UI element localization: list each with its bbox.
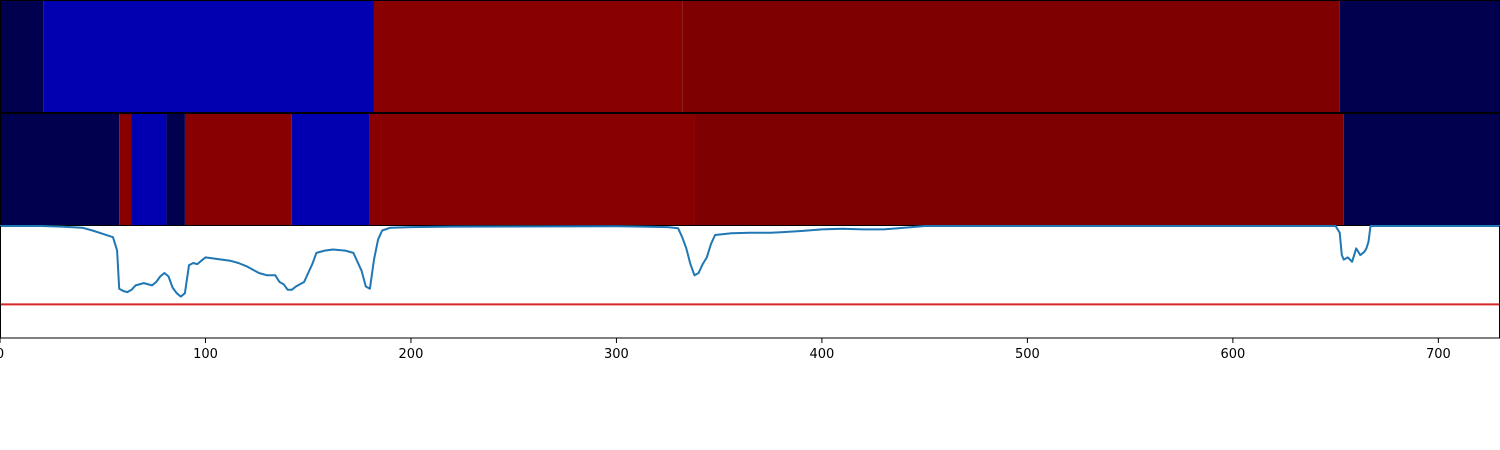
x-tick-label-500: 500 — [1015, 347, 1040, 362]
segment-row-2-segment-1 — [0, 114, 120, 225]
segment-row-1-segment-5 — [1339, 1, 1500, 112]
segment-row-2-segment-8 — [694, 114, 1344, 225]
segment-row-2-segment-4 — [166, 114, 185, 225]
segment-row-1-segment-1 — [0, 1, 44, 112]
x-tick-label-0: 0 — [0, 347, 4, 362]
line-panel — [0, 225, 1500, 338]
x-tick-label-200: 200 — [399, 347, 424, 362]
x-axis: 0 100 200 300 400 500 600 700 — [0, 337, 1500, 362]
x-tick-label-600: 600 — [1220, 347, 1245, 362]
x-tick-label-400: 400 — [810, 347, 835, 362]
segment-row-2-segment-9 — [1343, 114, 1500, 225]
series-line — [0, 225, 1500, 298]
segment-row-1-segment-4 — [682, 1, 1340, 112]
segment-row-2-segment-7 — [369, 114, 695, 225]
segment-row-2-segment-5 — [184, 114, 292, 225]
segment-row-2-segment-3 — [131, 114, 167, 225]
segment-row-1-segment-3 — [373, 1, 683, 112]
x-tick-label-700: 700 — [1426, 347, 1451, 362]
x-tick-label-100: 100 — [193, 347, 218, 362]
segment-row-1-segment-2 — [43, 1, 374, 112]
segment-rows — [0, 0, 1500, 226]
x-tick-label-300: 300 — [604, 347, 629, 362]
segment-row-2-segment-6 — [291, 114, 370, 225]
segment-row-2-segment-2 — [119, 114, 132, 225]
